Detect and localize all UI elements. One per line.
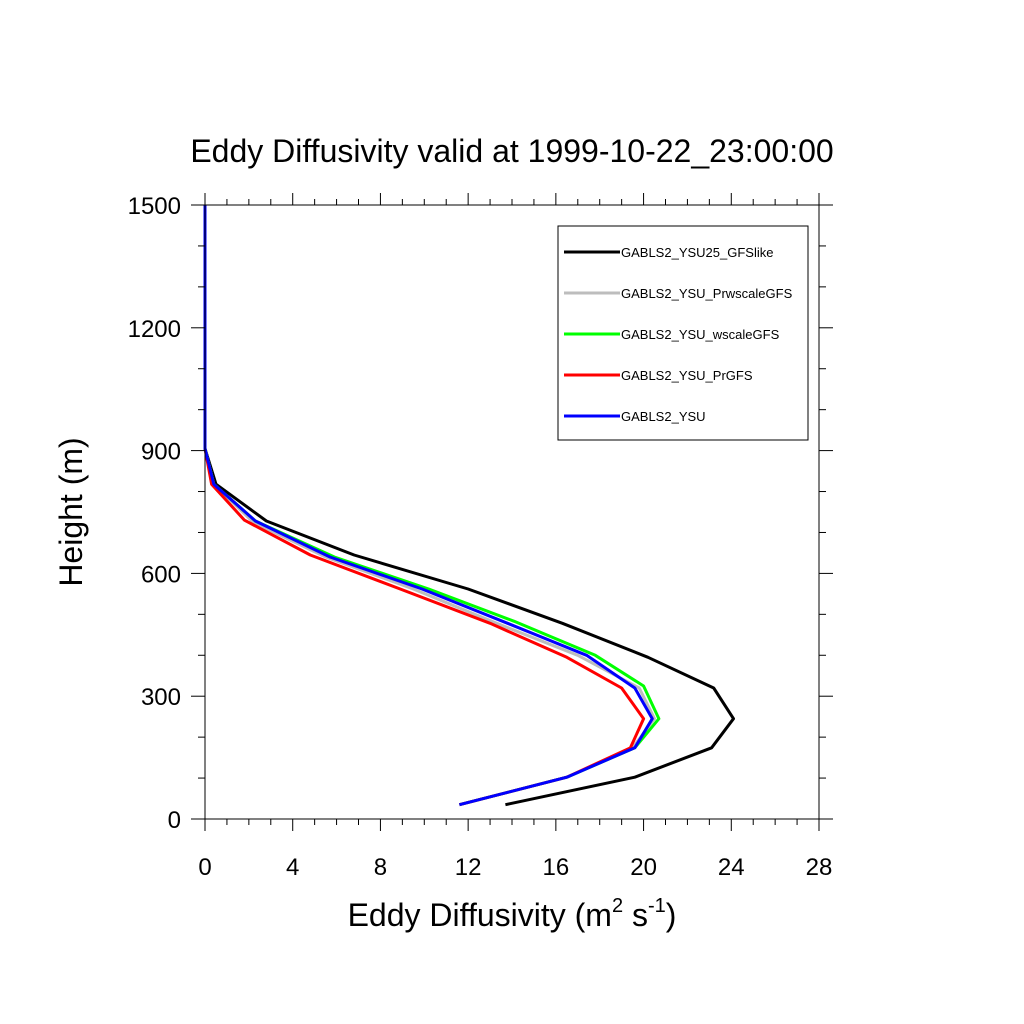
x-tick-label: 20 <box>630 854 657 881</box>
x-tick-label: 24 <box>718 854 745 881</box>
x-axis-label-end: ) <box>666 897 677 933</box>
axes: 0 4 8 12 16 20 24 28 0 300 600 900 1200 1500 <box>128 193 833 881</box>
legend: GABLS2_YSU25_GFSlike GABLS2_YSU_PrwscaleG… <box>557 225 809 441</box>
y-tick-label: 600 <box>141 561 181 588</box>
y-tick-label: 1200 <box>128 316 181 343</box>
series-line-gabls2-ysu-prgfs <box>203 205 646 807</box>
legend-label: GABLS2_YSU_wscaleGFS <box>621 327 780 342</box>
x-tick-label: 28 <box>806 854 833 881</box>
x-axis-label: Eddy Diffusivity (m2 s-1) <box>348 895 677 933</box>
chart-title: Eddy Diffusivity valid at 1999-10-22_23:… <box>190 133 833 169</box>
x-tick-label: 12 <box>455 854 482 881</box>
y-tick-label: 300 <box>141 684 181 711</box>
x-axis-label-main: Eddy Diffusivity (m <box>348 897 612 933</box>
y-axis-label: Height (m) <box>53 437 89 586</box>
plot-lines <box>203 205 735 807</box>
x-axis-label-sup-neg1: -1 <box>648 895 666 917</box>
legend-label: GABLS2_YSU <box>621 409 706 424</box>
x-axis-label-sup-2: 2 <box>612 895 623 917</box>
y-tick-label: 900 <box>141 439 181 466</box>
legend-label: GABLS2_YSU_PrGFS <box>621 368 753 383</box>
x-tick-label: 16 <box>543 854 570 881</box>
series-line-gabls2-ysu <box>203 205 654 807</box>
y-tick-label: 1500 <box>128 193 181 220</box>
x-tick-label: 4 <box>286 854 299 881</box>
x-tick-label: 0 <box>198 854 211 881</box>
legend-label: GABLS2_YSU25_GFSlike <box>621 245 773 260</box>
x-axis-label-mid: s <box>623 897 648 933</box>
x-tick-label: 8 <box>374 854 387 881</box>
legend-label: GABLS2_YSU_PrwscaleGFS <box>621 286 793 301</box>
y-tick-label: 0 <box>168 807 181 834</box>
